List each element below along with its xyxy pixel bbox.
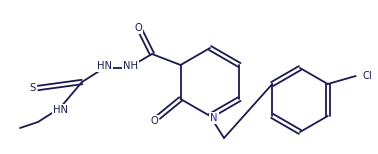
Text: O: O: [151, 116, 158, 126]
Text: O: O: [134, 23, 142, 33]
Text: Cl: Cl: [363, 71, 373, 81]
Text: HN: HN: [53, 105, 68, 115]
Text: S: S: [30, 83, 36, 93]
Text: NH: NH: [122, 61, 138, 71]
Text: HN: HN: [96, 61, 112, 71]
Text: N: N: [210, 113, 218, 123]
